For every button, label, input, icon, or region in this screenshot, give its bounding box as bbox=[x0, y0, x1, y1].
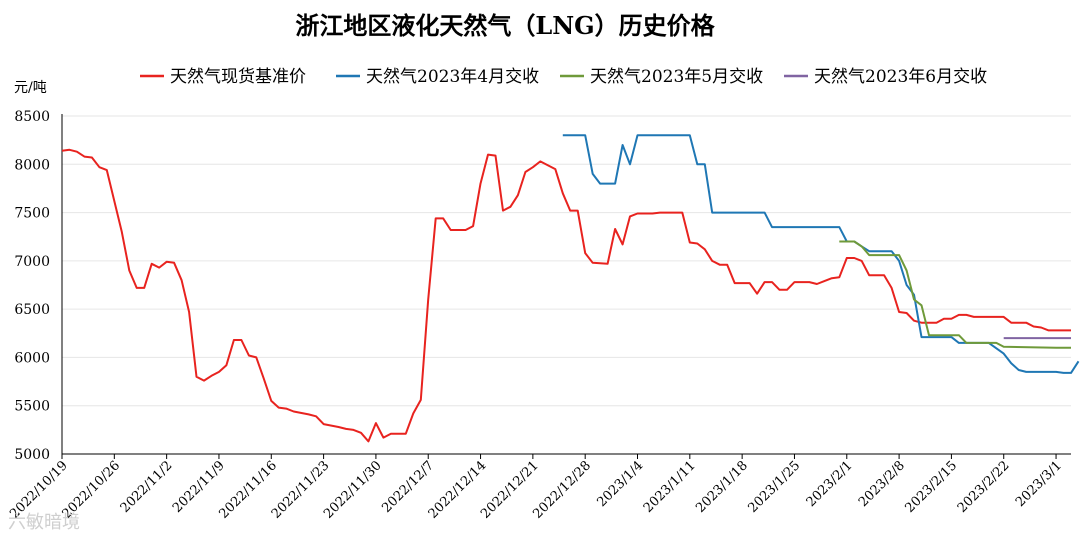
y-tick-label: 5500 bbox=[14, 399, 50, 415]
y-tick-label: 5000 bbox=[14, 447, 50, 463]
axes bbox=[61, 114, 1071, 459]
legend-label-0: 天然气现货基准价 bbox=[170, 67, 306, 87]
x-tick-label: 2022/11/2 bbox=[118, 458, 176, 516]
x-tick-label: 2023/1/4 bbox=[594, 458, 646, 510]
x-tick-label: 2023/1/25 bbox=[746, 458, 804, 516]
x-tick-label: 2023/1/18 bbox=[693, 458, 751, 516]
watermark: 六敏暗境 bbox=[8, 512, 80, 533]
y-tick-label: 7500 bbox=[14, 206, 50, 222]
y-tick-label: 8500 bbox=[14, 109, 50, 125]
y-tick-label: 6000 bbox=[14, 350, 50, 366]
series-line-2 bbox=[839, 240, 1071, 349]
legend: 天然气现货基准价 天然气2023年4月交收 天然气2023年5月交收 天然气2023年… bbox=[140, 67, 987, 87]
x-tick-label: 2023/2/22 bbox=[955, 458, 1013, 516]
y-tick-labels: 5000 5500 6000 6500 7000 7500 8000 8500 bbox=[14, 109, 50, 463]
x-tick-label: 2023/2/8 bbox=[856, 458, 908, 510]
series-lines bbox=[61, 134, 1080, 443]
x-tick-label: 2023/1/11 bbox=[641, 458, 699, 516]
series-line-0 bbox=[61, 148, 1071, 443]
chart-title: 浙江地区液化天然气（LNG）历史价格 bbox=[295, 11, 715, 40]
x-tick-label: 2023/2/15 bbox=[902, 458, 960, 516]
x-tick-labels: 2022/10/192022/10/262022/11/22022/11/920… bbox=[7, 458, 1065, 522]
y-axis-unit-label: 元/吨 bbox=[14, 80, 47, 96]
legend-label-1: 天然气2023年4月交收 bbox=[366, 67, 539, 87]
x-tick-label: 2023/2/1 bbox=[804, 458, 856, 510]
legend-label-2: 天然气2023年5月交收 bbox=[590, 67, 763, 87]
gridlines bbox=[62, 115, 1071, 407]
y-tick-label: 6500 bbox=[14, 302, 50, 318]
series-line-1 bbox=[562, 134, 1080, 374]
y-tick-label: 7000 bbox=[14, 254, 50, 270]
legend-label-3: 天然气2023年6月交收 bbox=[814, 67, 987, 87]
x-tick-label: 2023/3/1 bbox=[1013, 458, 1065, 510]
y-tick-label: 8000 bbox=[14, 157, 50, 173]
